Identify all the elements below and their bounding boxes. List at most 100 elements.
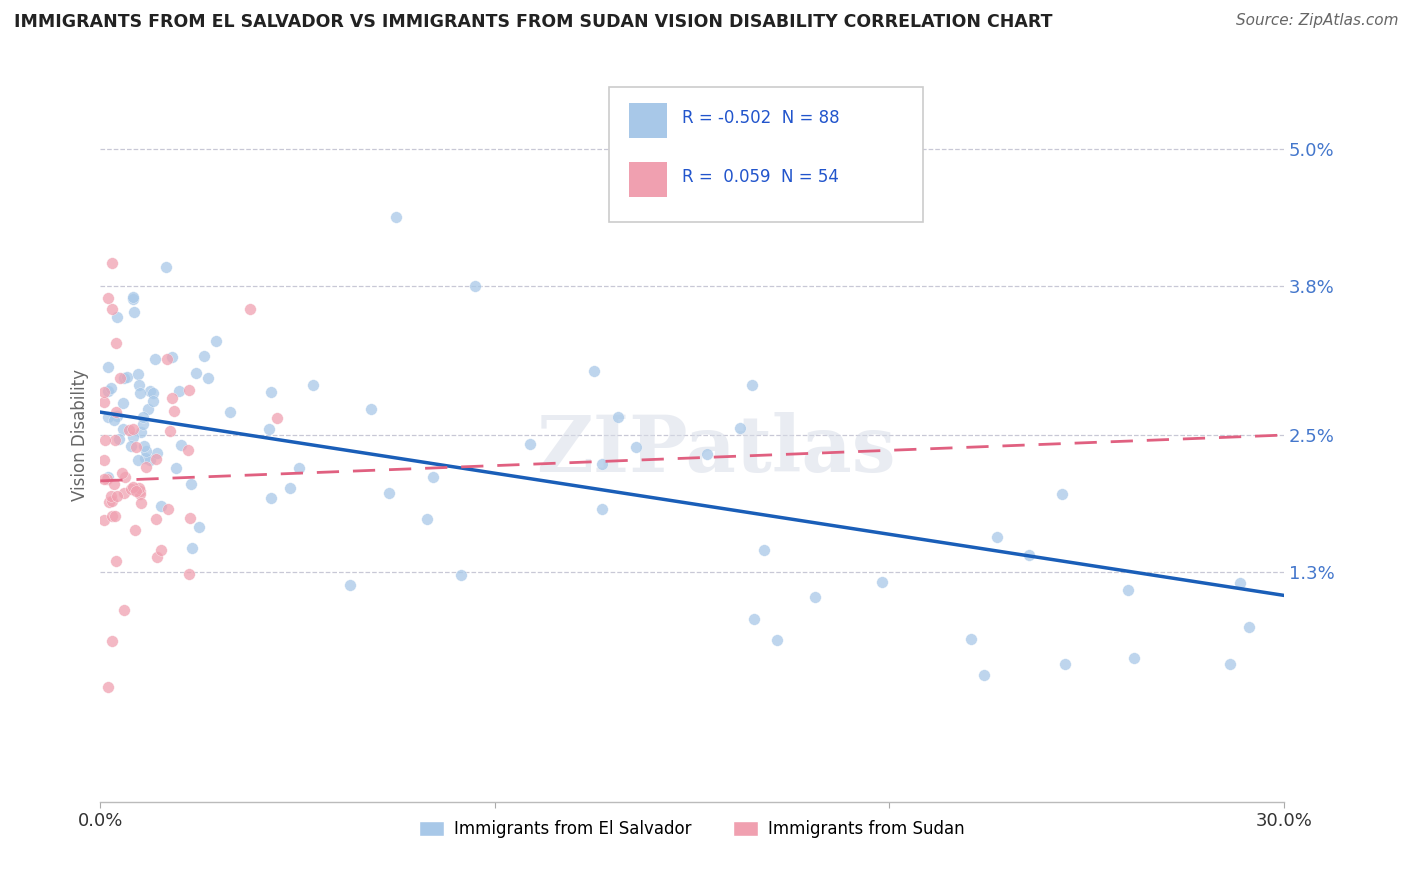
Y-axis label: Vision Disability: Vision Disability <box>72 369 89 501</box>
Point <box>103 412 125 426</box>
Point <box>257 422 280 436</box>
Point <box>1219 657 1241 672</box>
Point <box>101 301 124 316</box>
Point <box>138 384 160 399</box>
Point <box>122 480 145 494</box>
Point <box>105 310 128 324</box>
Point <box>1054 657 1077 672</box>
Point <box>160 391 183 405</box>
Point <box>179 511 201 525</box>
Point <box>97 410 120 425</box>
Point <box>105 409 128 423</box>
Point <box>125 483 148 498</box>
Point <box>112 396 135 410</box>
Point <box>128 386 150 401</box>
Point <box>132 417 155 431</box>
Point <box>519 437 541 451</box>
Point <box>156 501 179 516</box>
Point <box>93 433 115 447</box>
Point <box>120 439 142 453</box>
Point <box>122 292 145 306</box>
Point <box>752 543 775 558</box>
Point <box>114 371 136 385</box>
Point <box>135 443 157 458</box>
Point <box>155 260 177 274</box>
Point <box>582 364 605 378</box>
Point <box>108 371 131 385</box>
Point <box>766 633 789 648</box>
Point <box>177 443 200 458</box>
Point <box>124 524 146 538</box>
Point <box>218 404 240 418</box>
Point <box>132 410 155 425</box>
Point <box>146 549 169 564</box>
Point <box>131 496 153 510</box>
Point <box>111 422 134 436</box>
Point <box>93 385 115 400</box>
Point <box>128 481 150 495</box>
Point <box>101 634 124 648</box>
Point <box>127 453 149 467</box>
Point <box>197 371 219 385</box>
Text: R = -0.502  N = 88: R = -0.502 N = 88 <box>682 110 839 128</box>
Point <box>93 513 115 527</box>
Point <box>125 440 148 454</box>
Point <box>96 472 118 486</box>
Point <box>105 405 128 419</box>
Point <box>741 378 763 392</box>
Point <box>101 256 124 270</box>
Point <box>97 680 120 694</box>
Point <box>97 470 120 484</box>
Point <box>128 487 150 501</box>
Point <box>266 411 288 425</box>
Point <box>416 512 439 526</box>
Point <box>626 440 648 454</box>
Point <box>163 404 186 418</box>
Point <box>100 494 122 508</box>
Text: ZIPatlas: ZIPatlas <box>536 412 896 488</box>
Point <box>105 554 128 568</box>
Point <box>93 395 115 409</box>
Point <box>97 384 120 398</box>
Point <box>591 502 613 516</box>
Point <box>187 519 209 533</box>
Point <box>104 433 127 447</box>
Point <box>159 424 181 438</box>
Point <box>101 509 124 524</box>
Point <box>150 543 173 558</box>
Point <box>696 447 718 461</box>
Point <box>97 360 120 375</box>
Point <box>1123 650 1146 665</box>
Point <box>280 481 302 495</box>
Point <box>180 477 202 491</box>
Point <box>105 336 128 351</box>
Text: Source: ZipAtlas.com: Source: ZipAtlas.com <box>1236 13 1399 29</box>
Point <box>422 470 444 484</box>
Point <box>186 367 208 381</box>
Text: R =  0.059  N = 54: R = 0.059 N = 54 <box>682 168 838 186</box>
Point <box>114 603 136 617</box>
Point <box>302 378 325 392</box>
Point <box>97 291 120 305</box>
Legend: Immigrants from El Salvador, Immigrants from Sudan: Immigrants from El Salvador, Immigrants … <box>412 814 972 845</box>
Point <box>129 484 152 499</box>
Point <box>177 566 200 581</box>
FancyBboxPatch shape <box>630 103 668 138</box>
Point <box>170 438 193 452</box>
Point <box>131 425 153 439</box>
Point <box>93 472 115 486</box>
Point <box>260 491 283 505</box>
Point <box>360 402 382 417</box>
Point <box>377 485 399 500</box>
Point <box>146 446 169 460</box>
Point <box>104 509 127 524</box>
Text: IMMIGRANTS FROM EL SALVADOR VS IMMIGRANTS FROM SUDAN VISION DISABILITY CORRELATI: IMMIGRANTS FROM EL SALVADOR VS IMMIGRANT… <box>14 13 1053 31</box>
Point <box>124 305 146 319</box>
Point <box>127 368 149 382</box>
Point <box>160 350 183 364</box>
Point <box>103 476 125 491</box>
Point <box>145 452 167 467</box>
Point <box>339 578 361 592</box>
Point <box>100 381 122 395</box>
Point <box>165 461 187 475</box>
